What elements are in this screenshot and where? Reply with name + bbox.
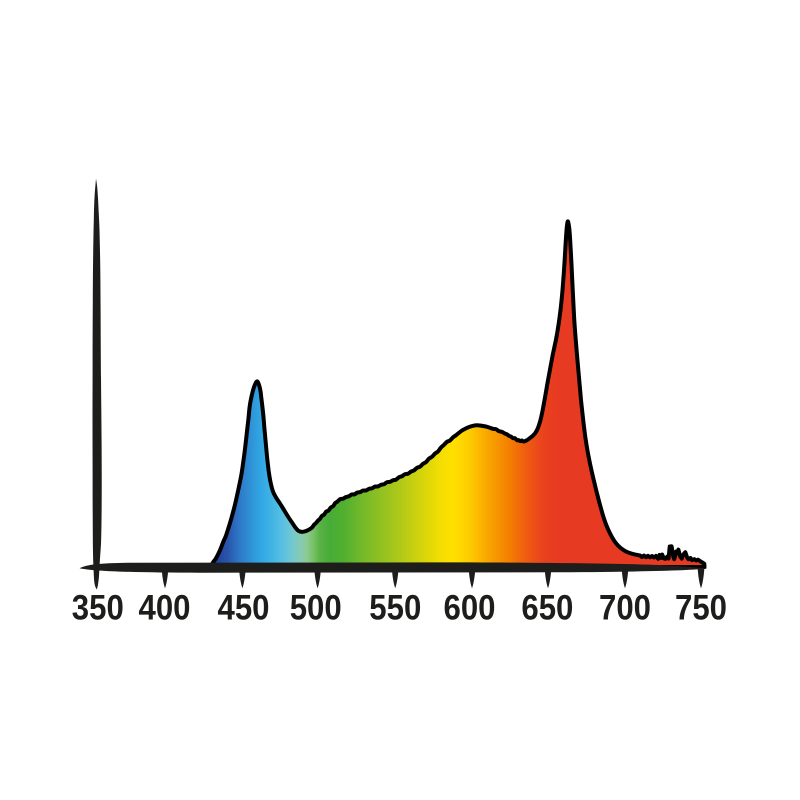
svg-text:650: 650: [521, 589, 573, 628]
svg-text:350: 350: [72, 589, 124, 628]
svg-text:450: 450: [218, 589, 270, 628]
svg-text:500: 500: [290, 589, 342, 628]
svg-text:750: 750: [675, 589, 727, 628]
svg-text:700: 700: [599, 589, 651, 628]
svg-text:600: 600: [444, 589, 496, 628]
svg-text:400: 400: [139, 589, 191, 628]
svg-text:550: 550: [369, 589, 421, 628]
